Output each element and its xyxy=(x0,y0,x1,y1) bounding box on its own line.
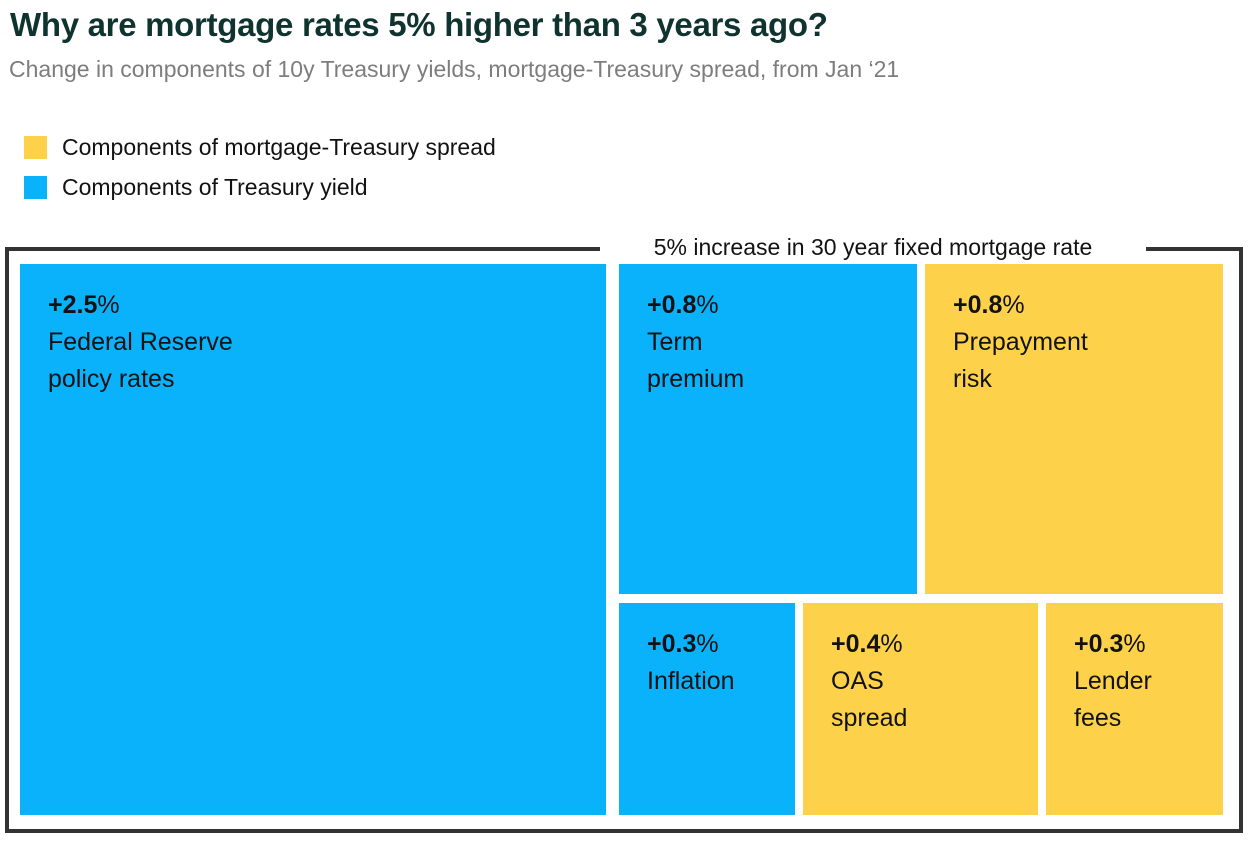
cell-label: Lender fees xyxy=(1074,667,1152,732)
legend-label: Components of Treasury yield xyxy=(62,174,368,200)
legend-item-mortgage-treasury-spread: Components of mortgage-Treasury spread xyxy=(24,134,496,160)
cell-label: Inflation xyxy=(647,667,735,695)
cell-value: +0.3% xyxy=(647,630,719,658)
cell-label: Prepayment risk xyxy=(953,328,1088,393)
legend-item-treasury-yield: Components of Treasury yield xyxy=(24,174,496,200)
treemap-cell-federal-reserve-policy-rates: +2.5% Federal Reserve policy rates xyxy=(20,264,606,815)
treemap-cell-inflation: +0.3% Inflation xyxy=(619,603,795,815)
legend-label: Components of mortgage-Treasury spread xyxy=(62,134,496,160)
legend: Components of mortgage-Treasury spread C… xyxy=(24,134,496,216)
treemap-cell-oas-spread: +0.4% OAS spread xyxy=(803,603,1038,815)
legend-swatch-yellow xyxy=(24,136,47,159)
cell-value: +0.8% xyxy=(647,291,719,319)
treemap-cell-lender-fees: +0.3% Lender fees xyxy=(1046,603,1223,815)
cell-value: +0.4% xyxy=(831,630,903,658)
cell-label: OAS spread xyxy=(831,667,908,732)
treemap-cell-prepayment-risk: +0.8% Prepayment risk xyxy=(925,264,1223,594)
legend-swatch-blue xyxy=(24,176,47,199)
page-subtitle: Change in components of 10y Treasury yie… xyxy=(9,56,900,82)
cell-value: +0.8% xyxy=(953,291,1025,319)
cell-value: +0.3% xyxy=(1074,630,1146,658)
cell-label: Term premium xyxy=(647,328,745,393)
treemap-total-label: 5% increase in 30 year fixed mortgage ra… xyxy=(600,232,1146,262)
cell-value: +2.5% xyxy=(48,291,120,319)
treemap-cell-term-premium: +0.8% Term premium xyxy=(619,264,917,594)
cell-label: Federal Reserve policy rates xyxy=(48,328,233,393)
page-title: Why are mortgage rates 5% higher than 3 … xyxy=(10,6,828,43)
